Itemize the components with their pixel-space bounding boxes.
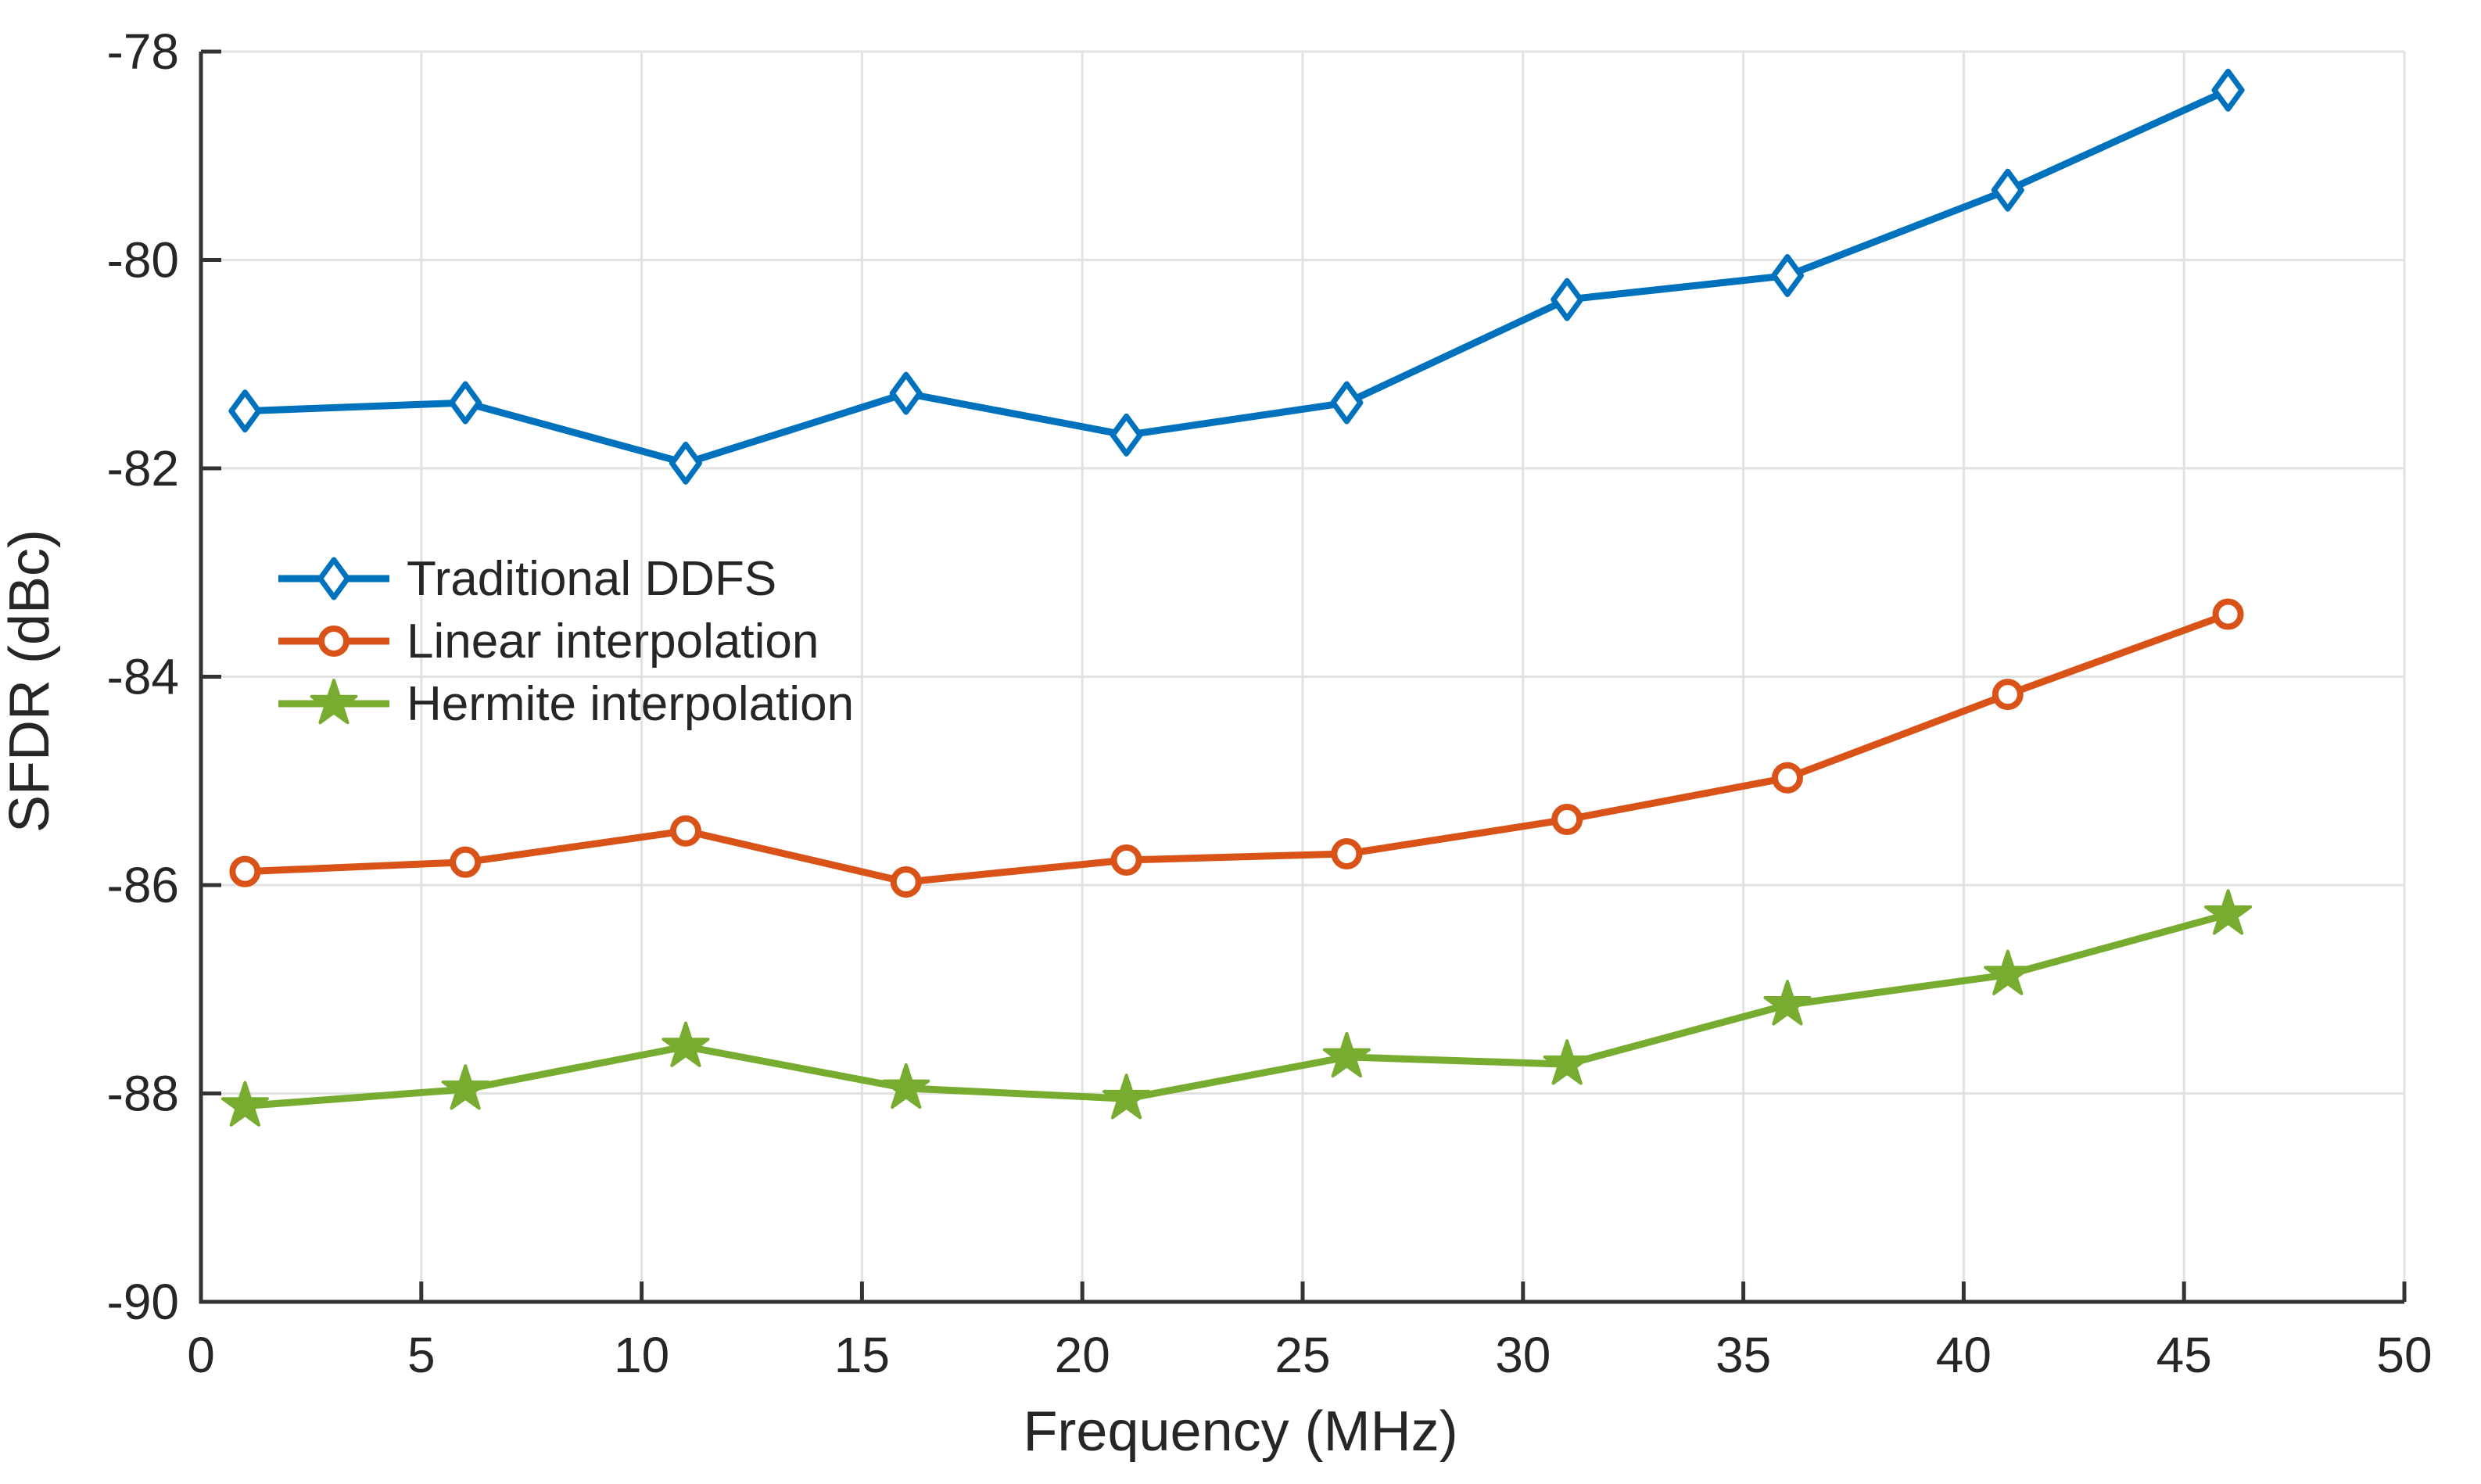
svg-text:20: 20 — [1055, 1327, 1110, 1383]
legend-item-linear-interpolation: Linear interpolation — [275, 610, 854, 672]
svg-text:-82: -82 — [107, 440, 180, 496]
legend-line-star-icon — [278, 679, 389, 725]
svg-text:-80: -80 — [107, 232, 180, 289]
legend-item-hermite-interpolation: Hermite interpolation — [275, 672, 854, 735]
series-traditional-ddfs — [228, 68, 2245, 485]
legend-label: Hermite interpolation — [407, 676, 855, 731]
svg-text:-78: -78 — [107, 23, 180, 80]
svg-text:15: 15 — [834, 1327, 890, 1383]
svg-text:40: 40 — [1936, 1327, 1992, 1383]
series-linear-interpolation — [229, 598, 2244, 898]
svg-text:-90: -90 — [107, 1274, 180, 1330]
svg-text:35: 35 — [1716, 1327, 1771, 1383]
legend-label: Traditional DDFS — [407, 551, 777, 606]
legend-line-diamond-icon — [278, 557, 389, 600]
svg-text:0: 0 — [187, 1327, 215, 1383]
svg-text:50: 50 — [2376, 1327, 2432, 1383]
tick-marks — [199, 49, 2407, 1304]
legend: Traditional DDFS Linear interpolation He… — [275, 547, 854, 735]
y-axis-label: SFDR (dBc) — [0, 529, 61, 833]
tick-labels: 0 5 10 15 20 25 30 35 40 45 50 -90 -88 -86 -84 -82 -80 -7… — [107, 23, 2433, 1383]
svg-text:-88: -88 — [107, 1066, 180, 1122]
gridlines — [201, 50, 2406, 1302]
legend-line-circle-icon — [278, 626, 389, 657]
svg-text:30: 30 — [1495, 1327, 1551, 1383]
legend-item-traditional-ddfs: Traditional DDFS — [275, 547, 854, 610]
legend-label: Linear interpolation — [407, 614, 819, 669]
svg-text:10: 10 — [614, 1327, 669, 1383]
x-axis-label: Frequency (MHz) — [1023, 1400, 1458, 1463]
svg-text:-84: -84 — [107, 649, 180, 705]
svg-text:-86: -86 — [107, 857, 180, 913]
svg-text:5: 5 — [407, 1327, 436, 1383]
series-hermite-interpolation — [220, 889, 2253, 1127]
svg-text:45: 45 — [2157, 1327, 2212, 1383]
svg-text:25: 25 — [1275, 1327, 1330, 1383]
